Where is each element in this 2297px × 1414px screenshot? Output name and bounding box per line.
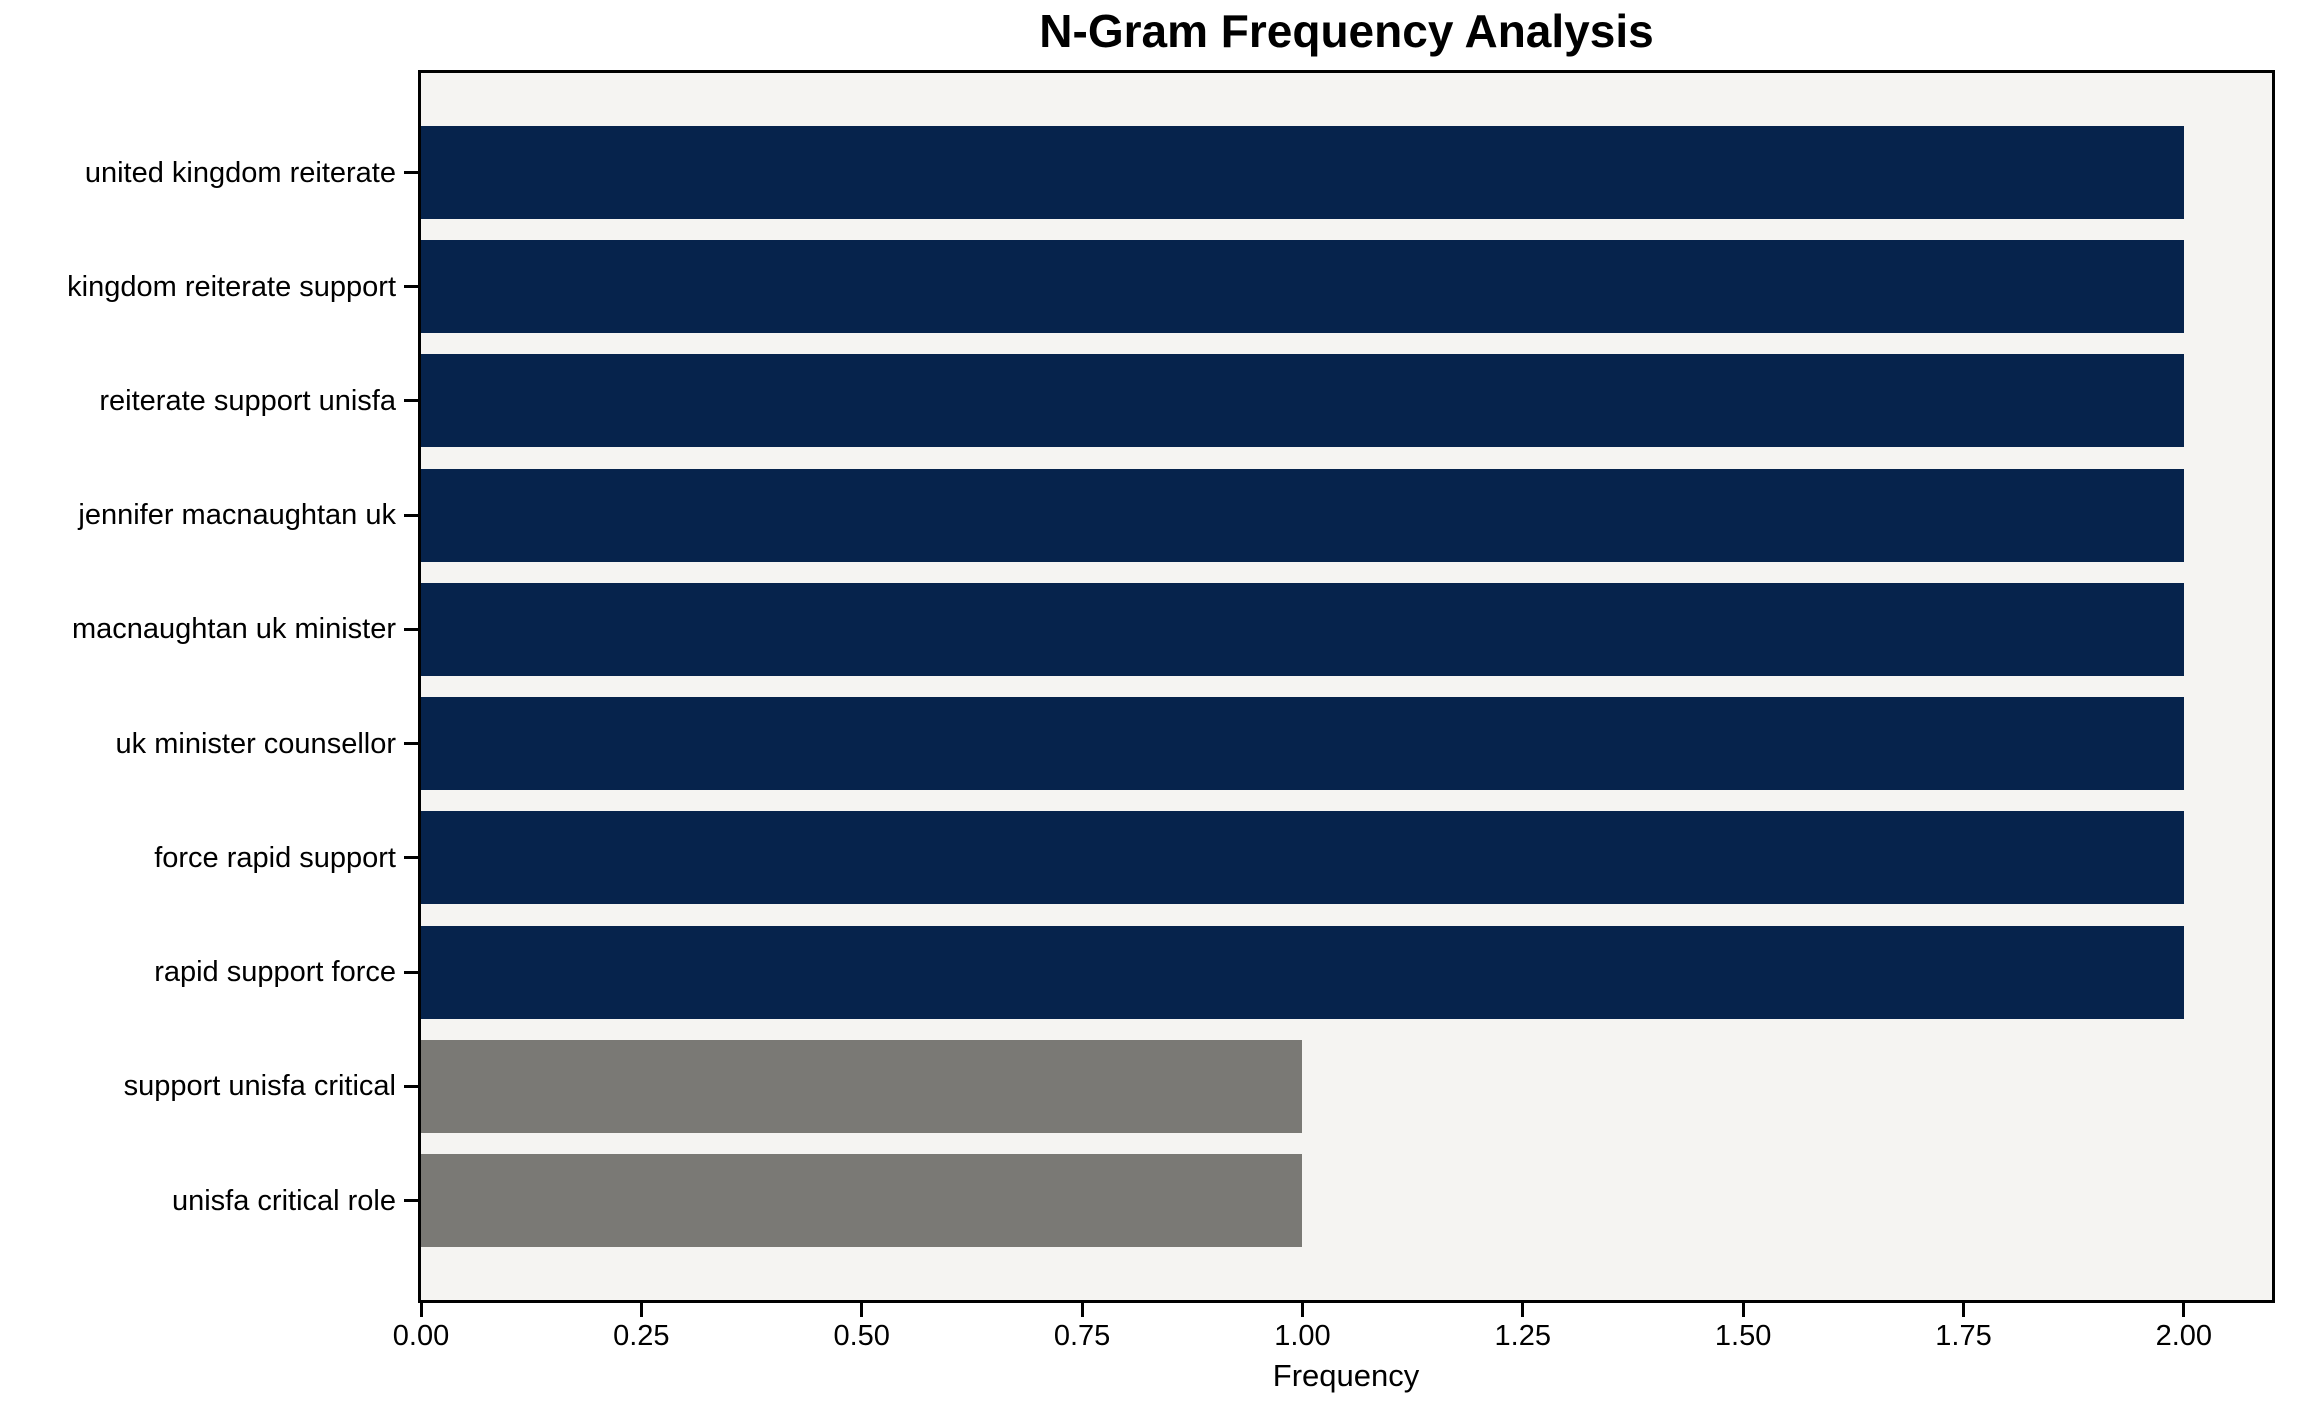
y-axis-label: uk minister counsellor — [115, 727, 396, 760]
x-tick — [1741, 1303, 1745, 1317]
bar — [421, 354, 2184, 448]
y-tick — [404, 742, 418, 746]
x-tick — [1300, 1303, 1304, 1317]
x-tick-label: 1.50 — [1714, 1320, 1772, 1352]
bar — [421, 1154, 1303, 1247]
x-tick-label: 1.00 — [1274, 1320, 1331, 1352]
x-tick — [2182, 1303, 2186, 1317]
x-tick — [1962, 1303, 1965, 1317]
y-tick — [404, 285, 418, 289]
bar — [421, 1039, 1303, 1133]
y-axis-label: support unisfa critical — [123, 1070, 396, 1103]
x-tick — [639, 1303, 643, 1317]
y-axis-label: rapid support force — [154, 956, 396, 989]
y-axis-label: force rapid support — [154, 841, 396, 874]
y-axis-label: unisfa critical role — [171, 1184, 396, 1217]
y-tick — [404, 970, 418, 974]
x-tick — [1080, 1303, 1084, 1317]
y-tick — [404, 171, 418, 174]
x-tick-label: 1.75 — [1935, 1320, 1992, 1352]
y-tick — [404, 1199, 418, 1202]
y-axis-label: jennifer macnaughtan uk — [78, 499, 396, 532]
x-tick-label: 0.50 — [833, 1320, 890, 1352]
chart-title: N-Gram Frequency Analysis — [1039, 5, 1654, 57]
bar — [421, 582, 2184, 676]
bar — [421, 468, 2184, 562]
bar — [421, 811, 2184, 905]
y-axis-label: united kingdom reiterate — [84, 156, 396, 189]
x-tick-label: 0.25 — [613, 1320, 670, 1352]
x-tick-label: 1.25 — [1494, 1320, 1551, 1352]
x-axis-label: Frequency — [1272, 1358, 1420, 1393]
y-axis-label: reiterate support unisfa — [99, 384, 396, 417]
x-tick — [419, 1303, 423, 1317]
bar — [421, 697, 2184, 791]
y-axis-label: macnaughtan uk minister — [72, 613, 396, 646]
x-tick — [1521, 1303, 1525, 1317]
y-tick — [404, 1084, 418, 1088]
y-tick — [404, 513, 418, 517]
bar — [421, 240, 2184, 334]
x-tick — [860, 1303, 864, 1317]
y-axis-label: kingdom reiterate support — [67, 270, 396, 303]
x-tick-label: 0.75 — [1053, 1320, 1111, 1352]
y-tick — [404, 627, 418, 631]
x-tick-label: 2.00 — [2155, 1320, 2213, 1352]
y-tick — [404, 856, 418, 860]
y-tick — [404, 399, 418, 403]
bar — [421, 925, 2184, 1019]
x-tick-label: 0.00 — [392, 1320, 450, 1352]
bar — [421, 126, 2184, 219]
